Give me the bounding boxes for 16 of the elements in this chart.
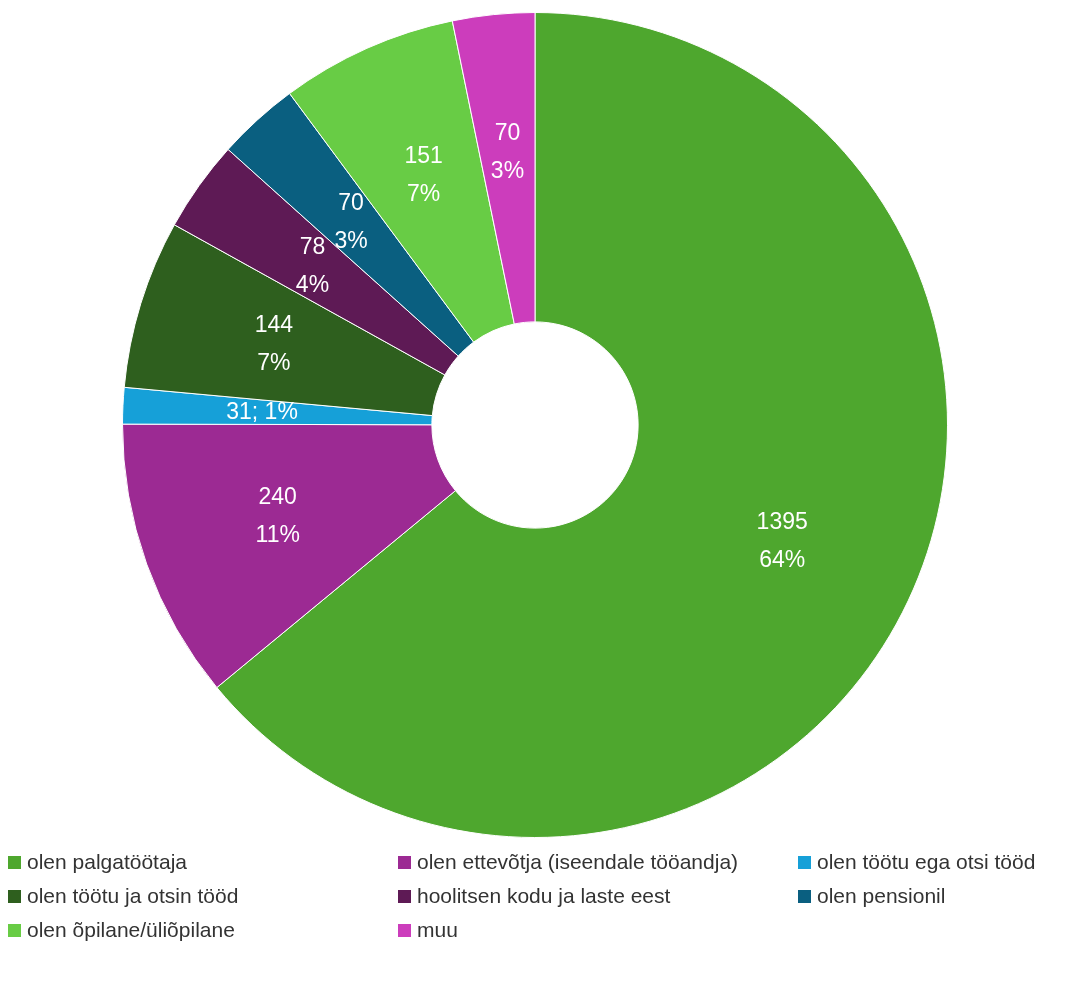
data-label: 70 3% [334, 189, 368, 254]
data-label: 1395 64% [756, 507, 808, 572]
legend-label: olen ettevõtja (iseendale tööandja) [417, 850, 739, 874]
data-label: 78 4% [295, 232, 330, 297]
legend-label: hoolitsen kodu ja laste eest [417, 884, 671, 908]
legend-label: olen õpilane/üliõpilane [27, 918, 235, 942]
legend-label: olen töötu ega otsi tööd [817, 850, 1036, 874]
data-label: 151 7% [404, 141, 443, 206]
legend-label: olen pensionil [817, 884, 946, 908]
data-label: 31; 1% [226, 397, 298, 424]
legend-label: muu [417, 918, 458, 942]
data-label: 70 3% [490, 119, 525, 184]
data-label: 144 7% [254, 310, 294, 375]
legend-label: olen palgatöötaja [27, 850, 187, 874]
legend-label: olen töötu ja otsin tööd [27, 884, 239, 908]
data-label: 240 11% [255, 483, 300, 548]
